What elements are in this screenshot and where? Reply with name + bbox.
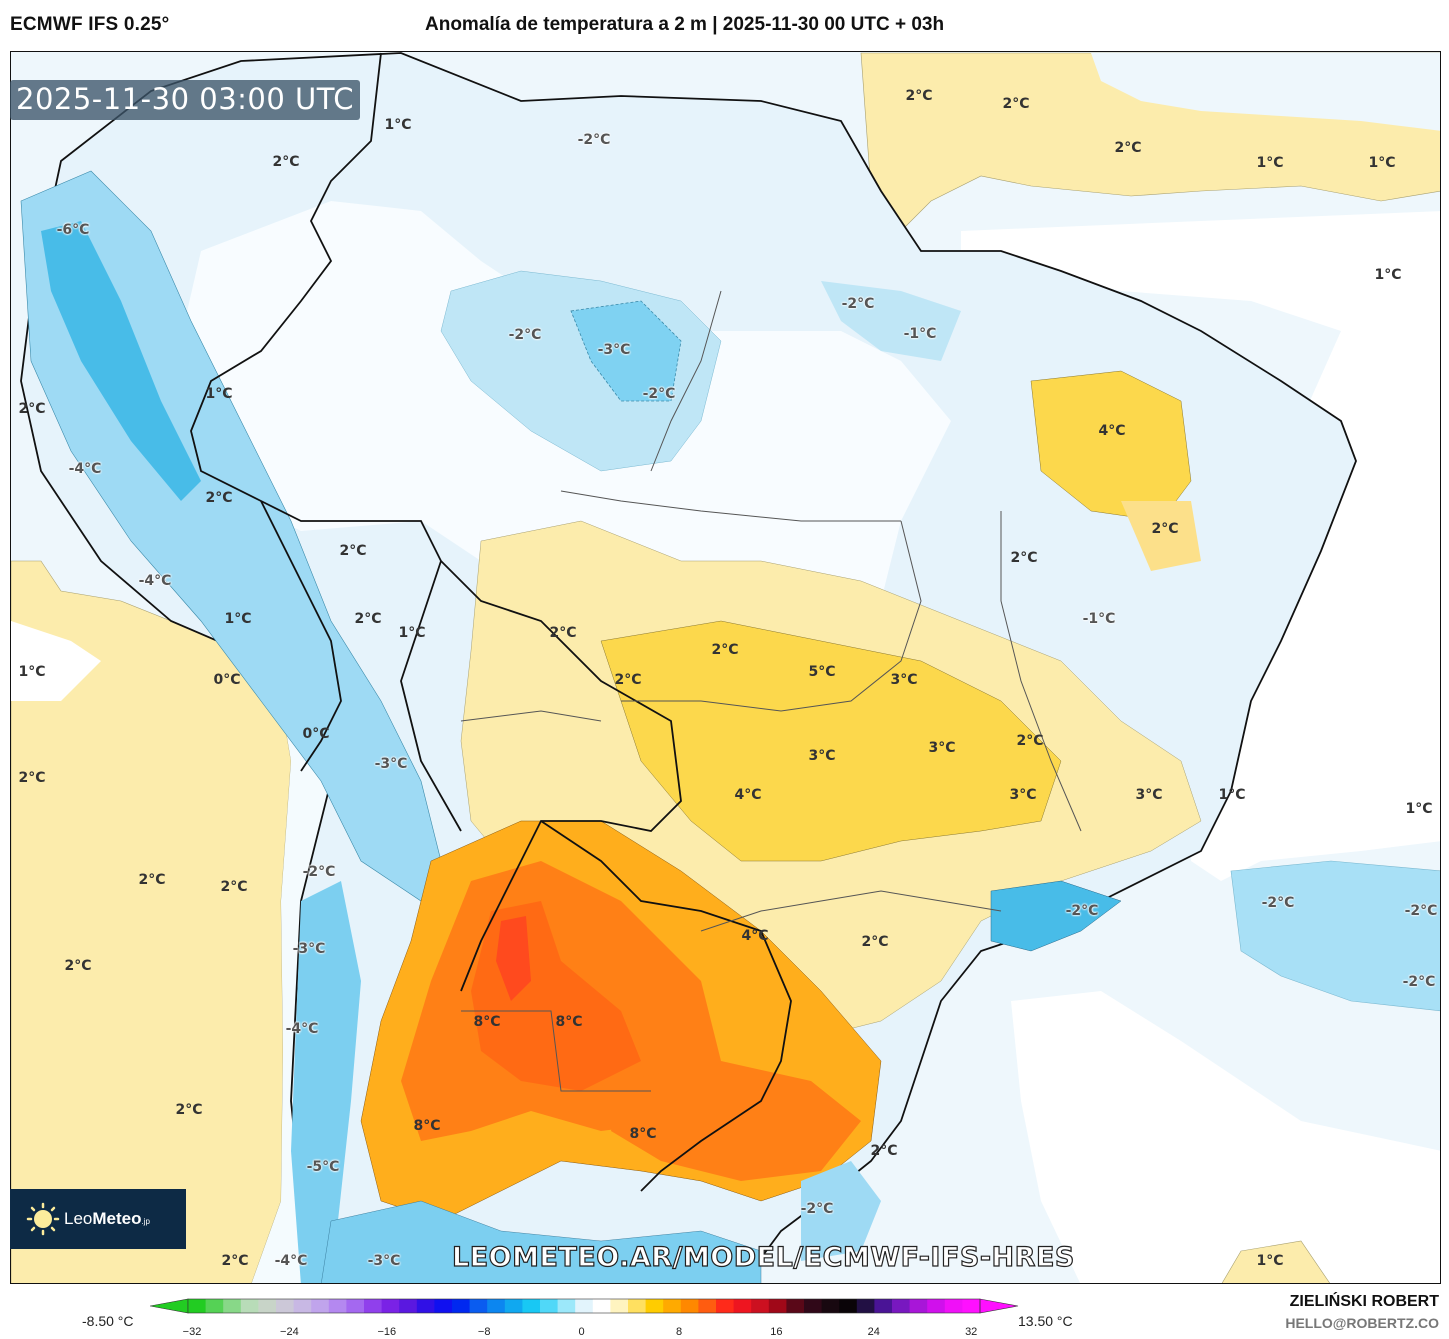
model-name: ECMWF IFS 0.25° — [10, 14, 170, 35]
contour-label: 2°C — [905, 88, 933, 104]
contour-label: 8°C — [555, 1014, 583, 1030]
contour-label: 3°C — [808, 748, 836, 764]
contour-label: 0°C — [302, 726, 330, 742]
contour-label: -2°C — [1402, 974, 1436, 990]
contour-label: 2°C — [1016, 733, 1044, 749]
contour-label: 2°C — [861, 934, 889, 950]
colorbar-max-label: 13.50 °C — [1018, 1313, 1073, 1329]
contour-label: 1°C — [1405, 801, 1433, 817]
contour-label: 4°C — [741, 928, 769, 944]
chart-title: Anomalía de temperatura a 2 m | 2025-11-… — [425, 14, 945, 35]
contour-label: 0°C — [213, 672, 241, 688]
colorbar-tick: −8 — [477, 1326, 491, 1338]
contour-label: 2°C — [18, 401, 46, 417]
contour-label: 2°C — [354, 611, 382, 627]
contour-label: 1°C — [224, 611, 252, 627]
colorbar — [149, 1297, 1020, 1337]
contour-label: 4°C — [1098, 423, 1126, 439]
source-watermark: LEOMETEO.AR/MODEL/ECMWF-IFS-HRES — [451, 1241, 1075, 1273]
contour-label: -2°C — [800, 1201, 834, 1217]
contour-label: 1°C — [1256, 155, 1284, 171]
contour-label: -2°C — [642, 386, 676, 402]
contour-label: -2°C — [1404, 903, 1438, 919]
contour-label: 1°C — [1368, 155, 1396, 171]
anomaly-map: 1°C 2°C -2°C 2°C 2°C 2°C 1°C 1°C 1°C -6°C -2°C -1°C… — [10, 51, 1441, 1284]
colorbar-tick: −24 — [280, 1326, 299, 1338]
contour-label: 1°C — [205, 386, 233, 402]
contour-label: -2°C — [577, 132, 611, 148]
leometeo-logo[interactable]: LeoMeteo.jp — [10, 1189, 186, 1249]
colorbar-tick: 16 — [770, 1326, 783, 1338]
contour-label: 2°C — [339, 543, 367, 559]
contour-label: 1°C — [384, 117, 412, 133]
contour-label: 2°C — [18, 770, 46, 786]
logo-text: LeoMeteo.jp — [64, 1209, 150, 1228]
contour-label: 2°C — [205, 490, 233, 506]
contour-label: 2°C — [175, 1102, 203, 1118]
contour-label: 1°C — [1374, 267, 1402, 283]
contour-label: 1°C — [398, 625, 426, 641]
contour-label: 1°C — [1256, 1253, 1284, 1269]
contour-label: -3°C — [292, 941, 326, 957]
colorbar-tick: 0 — [578, 1326, 585, 1338]
contour-label: 2°C — [1002, 96, 1030, 112]
contour-label: 3°C — [928, 740, 956, 756]
contour-label: 4°C — [734, 787, 762, 803]
contour-label: 5°C — [808, 664, 836, 680]
colorbar-tick: 24 — [867, 1326, 880, 1338]
contour-label: -3°C — [374, 756, 408, 772]
contour-label: 2°C — [711, 642, 739, 658]
colorbar-tick: −16 — [377, 1326, 397, 1338]
contour-label: 3°C — [890, 672, 918, 688]
contour-label: -4°C — [68, 461, 102, 477]
contour-label: -2°C — [508, 327, 542, 343]
contour-label: 2°C — [549, 625, 577, 641]
contour-label: -2°C — [1065, 903, 1099, 919]
colorbar-min-label: -8.50 °C — [82, 1313, 134, 1329]
contour-label: 8°C — [413, 1118, 441, 1134]
contour-label: 2°C — [272, 154, 300, 170]
contour-label: 2°C — [221, 1253, 249, 1269]
contour-label: 3°C — [1009, 787, 1037, 803]
contour-label: -4°C — [274, 1253, 308, 1269]
colorbar-tick: −32 — [182, 1326, 202, 1338]
contour-label: -2°C — [302, 864, 336, 880]
valid-time-badge: 2025-11-30 03:00 UTC — [10, 80, 361, 120]
contour-label: 2°C — [138, 872, 166, 888]
contour-label: -5°C — [306, 1159, 340, 1175]
contour-label: -1°C — [903, 326, 937, 342]
contour-label: 8°C — [473, 1014, 501, 1030]
contour-label: -4°C — [138, 573, 172, 589]
contour-label: 1°C — [1218, 787, 1246, 803]
contour-label: 8°C — [629, 1126, 657, 1142]
contour-label: 2°C — [220, 879, 248, 895]
contour-label: 2°C — [64, 958, 92, 974]
colorbar-tick: 8 — [675, 1326, 683, 1338]
contour-label: -2°C — [1261, 895, 1295, 911]
contour-label: 2°C — [870, 1143, 898, 1159]
contour-label: -1°C — [1082, 611, 1116, 627]
contour-label: 1°C — [18, 664, 46, 680]
author-email: HELLO@ROBERTZ.CO — [1285, 1315, 1439, 1331]
contour-label: 2°C — [1114, 140, 1142, 156]
colorbar-gradient — [149, 1298, 1019, 1314]
contour-label: 2°C — [1010, 550, 1038, 566]
contour-label: -3°C — [367, 1253, 401, 1269]
contour-label: 2°C — [614, 672, 642, 688]
contour-label: 3°C — [1135, 787, 1163, 803]
map-fields — [11, 52, 1440, 1283]
author-name: ZIELIŃSKI ROBERT — [1289, 1293, 1439, 1310]
contour-label: -2°C — [841, 296, 875, 312]
contour-label: -4°C — [285, 1021, 319, 1037]
contour-label: -6°C — [56, 222, 90, 238]
colorbar-tick: 32 — [965, 1326, 978, 1338]
contour-label: 2°C — [1151, 521, 1179, 537]
sun-icon — [26, 1202, 60, 1236]
contour-label: -3°C — [597, 342, 631, 358]
